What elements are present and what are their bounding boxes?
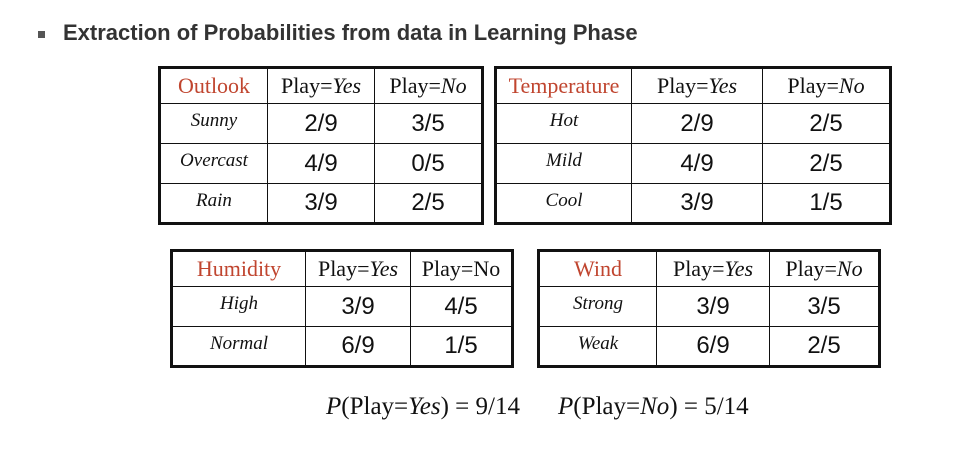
table-row: Strong 3/9 3/5 [538,286,880,327]
prob-no: 1/5 [762,183,891,224]
play-no-header: Play=No [374,67,483,104]
feature-header: Temperature [495,67,632,104]
prob-no: 3/5 [769,286,880,327]
table-row: Rain 3/9 2/5 [159,183,483,224]
prior-no: P(Play=No) = 5/14 [557,393,749,420]
prob-yes: 3/9 [656,286,770,327]
prob-yes: 6/9 [305,326,411,367]
table-row: Weak 6/9 2/5 [538,326,880,367]
humidity-table: Humidity Play=Yes Play=No High 3/9 4/5 N… [170,249,514,368]
row-label: Rain [159,183,268,224]
feature-header: Wind [538,250,657,287]
play-yes-header: Play=Yes [656,250,770,287]
prob-no: 1/5 [410,326,513,367]
play-no-header: Play=No [762,67,891,104]
prob-no: 0/5 [374,143,483,184]
prob-yes: 2/9 [267,103,375,144]
prob-no: 2/5 [762,143,891,184]
prob-yes: 3/9 [631,183,763,224]
table-header-row: Humidity Play=Yes Play=No [171,250,513,287]
table-header-row: Outlook Play=Yes Play=No [159,67,483,104]
table-row: High 3/9 4/5 [171,286,513,327]
prob-no: 4/5 [410,286,513,327]
prior-yes: P(Play=Yes) = 9/14 [326,393,520,420]
prob-yes: 3/9 [267,183,375,224]
prob-no: 2/5 [769,326,880,367]
table-header-row: Temperature Play=Yes Play=No [495,67,891,104]
table-row: Hot 2/9 2/5 [495,103,891,144]
row-label: Weak [538,326,657,367]
row-label: Normal [171,326,306,367]
slide-heading: Extraction of Probabilities from data in… [38,20,638,46]
prob-yes: 6/9 [656,326,770,367]
prior-probabilities: P(Play=Yes) = 9/14 P(Play=No) = 5/14 [326,393,749,421]
play-no-header: Play=No [769,250,880,287]
row-label: Sunny [159,103,268,144]
row-label: Cool [495,183,632,224]
feature-header: Outlook [159,67,268,104]
prob-no: 3/5 [374,103,483,144]
row-label: Hot [495,103,632,144]
feature-header: Humidity [171,250,306,287]
play-yes-header: Play=Yes [631,67,763,104]
table-row: Normal 6/9 1/5 [171,326,513,367]
row-label: High [171,286,306,327]
prob-yes: 4/9 [267,143,375,184]
prob-yes: 3/9 [305,286,411,327]
wind-table: Wind Play=Yes Play=No Strong 3/9 3/5 Wea… [537,249,881,368]
prob-no: 2/5 [762,103,891,144]
table-row: Mild 4/9 2/5 [495,143,891,184]
play-no-header: Play=No [410,250,513,287]
table-row: Sunny 2/9 3/5 [159,103,483,144]
temperature-table: Temperature Play=Yes Play=No Hot 2/9 2/5… [494,66,892,225]
bullet-square-icon [38,30,45,38]
prob-yes: 2/9 [631,103,763,144]
row-label: Overcast [159,143,268,184]
table-header-row: Wind Play=Yes Play=No [538,250,880,287]
play-yes-header: Play=Yes [267,67,375,104]
table-row: Cool 3/9 1/5 [495,183,891,224]
row-label: Mild [495,143,632,184]
outlook-table: Outlook Play=Yes Play=No Sunny 2/9 3/5 O… [158,66,484,225]
play-yes-header: Play=Yes [305,250,411,287]
table-row: Overcast 4/9 0/5 [159,143,483,184]
row-label: Strong [538,286,657,327]
heading-text: Extraction of Probabilities from data in… [63,20,638,45]
prob-no: 2/5 [374,183,483,224]
prob-yes: 4/9 [631,143,763,184]
